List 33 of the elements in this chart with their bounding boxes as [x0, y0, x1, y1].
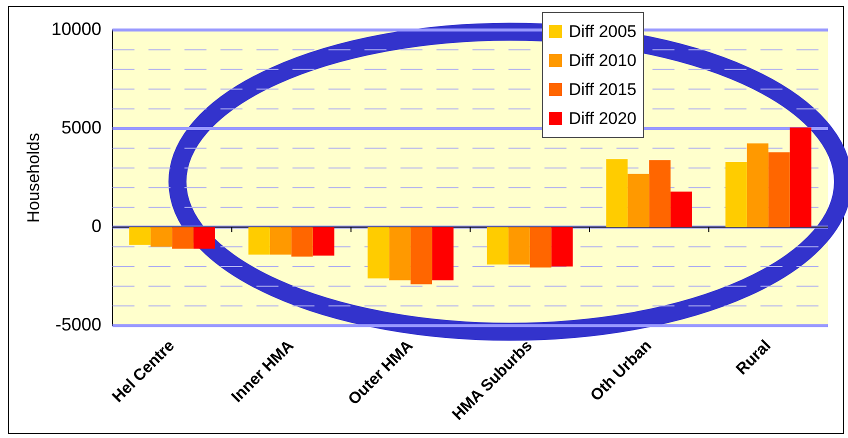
bar [670, 192, 692, 228]
bar [291, 227, 313, 257]
y-tick-label: 5000 [61, 118, 102, 138]
legend-label: Diff 2015 [568, 80, 637, 100]
bar [628, 174, 650, 228]
y-tick-label: 10000 [51, 18, 102, 39]
bar [129, 227, 151, 245]
bar [551, 227, 573, 267]
bar [486, 227, 508, 265]
bar [725, 162, 747, 228]
bar [389, 227, 411, 280]
bar [768, 152, 790, 228]
legend-label: Diff 2020 [568, 108, 637, 128]
bar [194, 227, 216, 249]
bar [312, 227, 334, 256]
bar [508, 227, 530, 265]
bar [368, 227, 390, 278]
bar [150, 227, 172, 247]
bar [746, 143, 768, 228]
bar [530, 227, 552, 268]
y-tick-label: 0 [91, 216, 102, 236]
y-tick-label: -5000 [55, 314, 102, 335]
bar [248, 227, 270, 255]
bar [270, 227, 292, 255]
legend-label: Diff 2005 [568, 22, 637, 42]
bar [649, 160, 671, 228]
bar [172, 227, 194, 249]
bar [410, 227, 432, 284]
y-axis-title: Households [24, 132, 43, 223]
bar [606, 159, 628, 228]
bar [432, 227, 454, 280]
bar [790, 128, 812, 228]
legend-label: Diff 2010 [568, 50, 637, 70]
